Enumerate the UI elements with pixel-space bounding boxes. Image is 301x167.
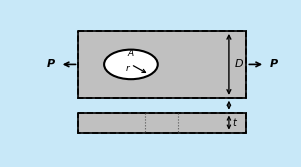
Bar — [79, 113, 247, 133]
Circle shape — [104, 50, 158, 79]
Text: r: r — [126, 64, 130, 73]
Bar — [79, 31, 247, 98]
Text: t: t — [232, 118, 236, 128]
Bar — [79, 31, 247, 98]
Bar — [79, 113, 247, 133]
Text: D: D — [235, 59, 244, 69]
Text: P: P — [270, 59, 278, 69]
Text: P: P — [47, 59, 55, 69]
Text: A: A — [128, 49, 134, 58]
